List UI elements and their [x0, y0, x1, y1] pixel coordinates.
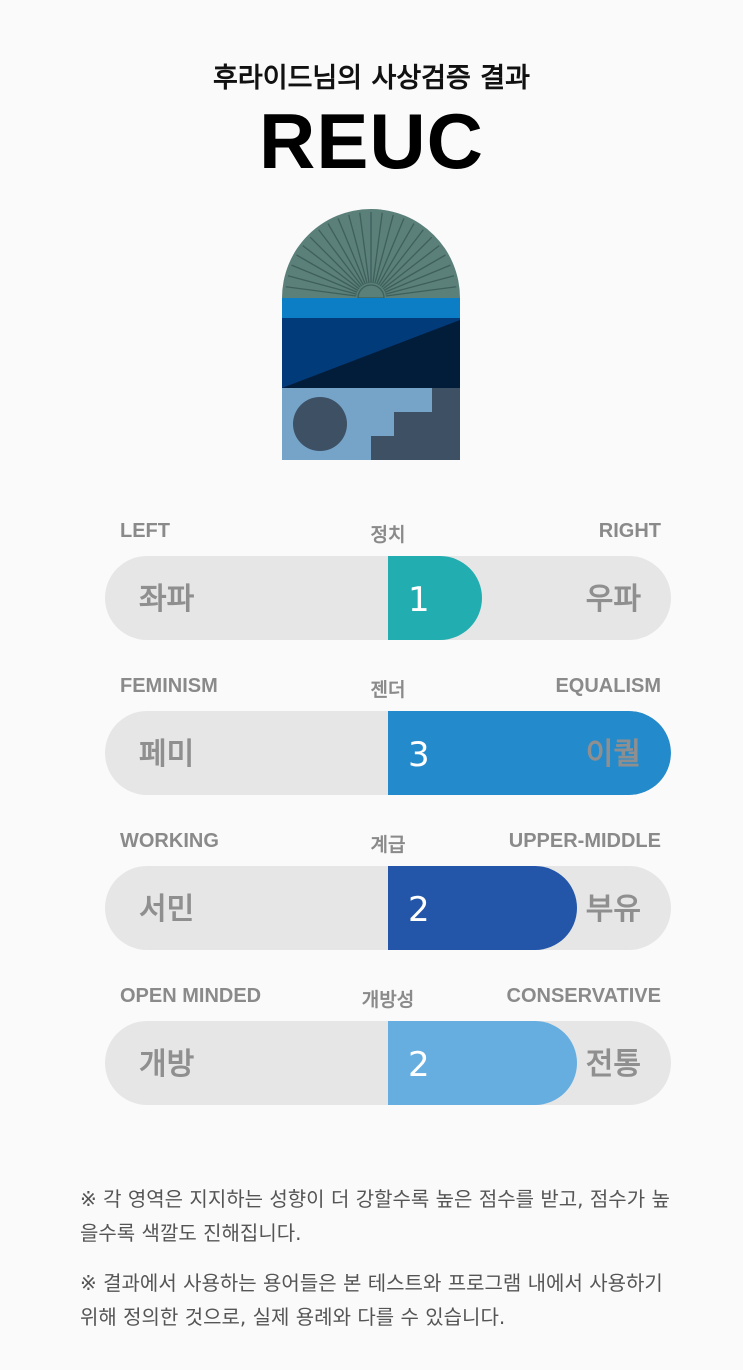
category-label: 정치	[370, 524, 406, 546]
sun-ray	[348, 214, 368, 284]
right-label-ko: 이퀄	[585, 737, 641, 772]
sun-ray	[379, 229, 424, 287]
left-label-en: OPEN MINDED	[120, 985, 262, 1007]
right-label-en: UPPER-MIDDLE	[508, 830, 661, 852]
right-label-ko: 우파	[585, 582, 641, 617]
score-fill: 2	[388, 866, 577, 950]
right-label-ko: 전통	[585, 1047, 641, 1082]
score-fill: 3	[388, 711, 671, 795]
result-code: REUC	[258, 97, 484, 185]
left-label-ko: 개방	[139, 1047, 195, 1082]
sun-ray	[382, 245, 440, 290]
score-value: 2	[408, 1045, 430, 1085]
note-scoring: ※ 각 영역은 지지하는 성향이 더 강할수록 높은 점수를 받고, 점수가 높…	[80, 1187, 670, 1245]
score-fill: 2	[388, 1021, 577, 1105]
sun-ray	[359, 212, 370, 284]
score-track: 서민 2 부유	[105, 866, 671, 950]
left-label-ko: 서민	[139, 892, 195, 927]
sun-ray	[385, 286, 457, 297]
note-terminology: ※ 결과에서 사용하는 용어들은 본 테스트와 프로그램 내에서 사용하기 위해…	[80, 1271, 663, 1329]
score-value: 1	[408, 580, 430, 620]
left-label-en: LEFT	[120, 520, 170, 542]
category-label: 계급	[370, 834, 406, 856]
score-fill: 1	[388, 556, 483, 640]
sun-ray	[327, 223, 365, 286]
sun-ray	[385, 275, 455, 295]
sun-ray	[287, 275, 357, 295]
sun-ray	[381, 236, 433, 288]
result-subtitle: 후라이드님의 사상검증 결과	[213, 63, 530, 94]
scale-row: FEMINISM 젠더 EQUALISM 페미 3 이퀄	[105, 675, 671, 800]
category-label: 젠더	[370, 679, 406, 701]
sun-ray	[309, 236, 361, 288]
right-label-en: EQUALISM	[555, 675, 661, 697]
sun-ray	[318, 229, 363, 287]
sun-ray	[285, 286, 357, 297]
sun-ray	[372, 212, 383, 284]
sun-ray	[337, 218, 366, 285]
sun-ray	[376, 218, 405, 285]
scale-row: LEFT 정치 RIGHT 좌파 1 우파	[105, 520, 671, 645]
left-label-ko: 좌파	[139, 582, 195, 617]
right-label-en: CONSERVATIVE	[506, 985, 661, 1007]
sun-ray	[374, 214, 394, 284]
left-label-ko: 페미	[139, 737, 195, 772]
right-label-ko: 부유	[585, 892, 641, 927]
left-label-en: WORKING	[120, 830, 219, 852]
score-track: 좌파 1 우파	[105, 556, 671, 640]
sun-ray	[296, 254, 359, 292]
category-label: 개방성	[361, 989, 415, 1011]
score-value: 2	[408, 890, 430, 930]
right-label-en: RIGHT	[598, 520, 661, 542]
sun-ray	[384, 264, 451, 293]
score-track: 개방 2 전통	[105, 1021, 671, 1105]
sun-ray	[302, 245, 360, 290]
result-emblem-icon	[282, 209, 460, 460]
sun-ray	[377, 223, 415, 286]
scale-row: OPEN MINDED 개방성 CONSERVATIVE 개방 2 전통	[105, 985, 671, 1110]
score-value: 3	[408, 735, 430, 775]
score-track: 페미 3 이퀄	[105, 711, 671, 795]
scale-row: WORKING 계급 UPPER-MIDDLE 서민 2 부유	[105, 830, 671, 955]
sun-ray	[383, 254, 446, 292]
left-label-en: FEMINISM	[120, 675, 218, 697]
sun-ray	[291, 264, 358, 293]
